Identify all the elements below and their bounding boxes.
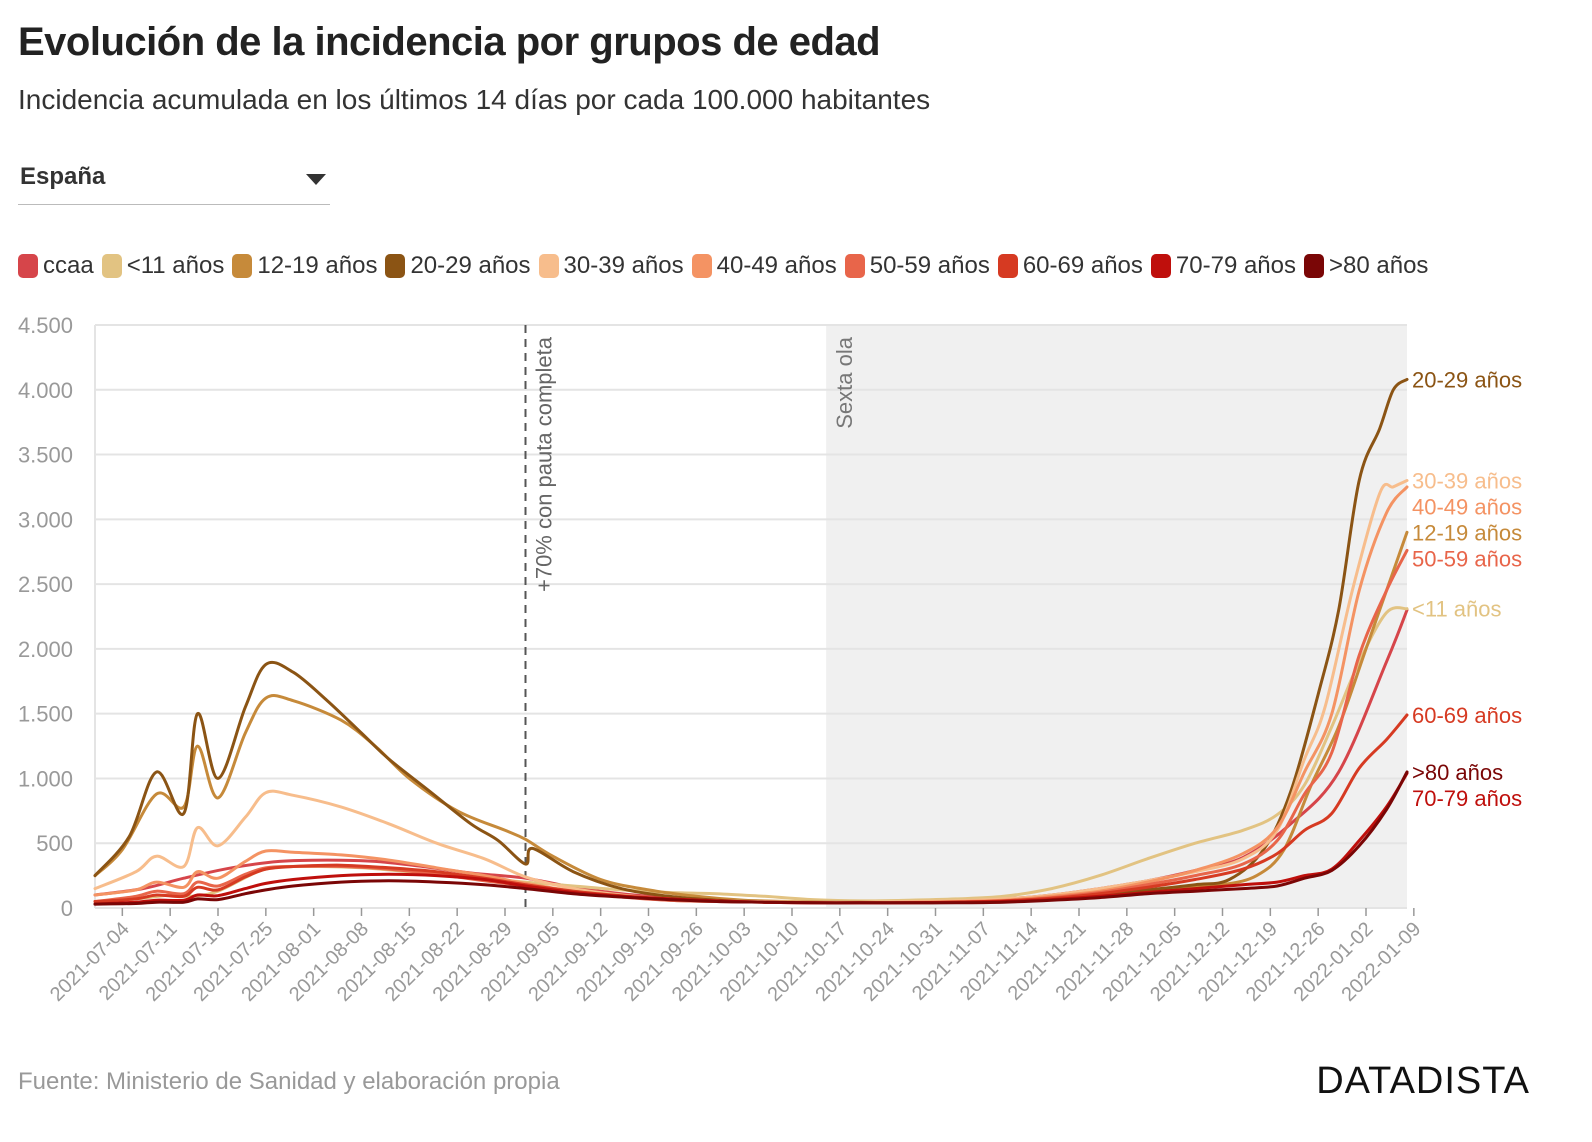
wave-shaded-region xyxy=(826,325,1407,908)
y-tick-label: 4.500 xyxy=(18,313,73,338)
legend-item[interactable]: >80 años xyxy=(1304,252,1428,280)
legend-item[interactable]: ccaa xyxy=(18,252,94,280)
wave-label: Sexta ola xyxy=(832,336,857,428)
vaccination-milestone-label: +70% con pauta completa xyxy=(532,336,557,592)
legend-swatch xyxy=(385,254,406,278)
legend-item[interactable]: 50-59 años xyxy=(844,252,990,280)
y-tick-label: 3.000 xyxy=(18,507,73,532)
legend-label: >80 años xyxy=(1329,252,1429,279)
legend-swatch xyxy=(1304,254,1324,278)
legend-swatch xyxy=(1150,254,1171,278)
y-tick-label: 4.000 xyxy=(18,378,73,403)
series-end-label: >80 años xyxy=(1412,760,1503,785)
legend-item[interactable]: <11 años xyxy=(101,252,225,280)
legend-label: 50-59 años xyxy=(869,252,990,279)
legend-swatch xyxy=(232,254,253,278)
chart-title: Evolución de la incidencia por grupos de… xyxy=(18,20,881,64)
series-end-label: 60-69 años xyxy=(1412,703,1522,728)
legend-item[interactable]: 40-49 años xyxy=(691,252,837,280)
legend-item[interactable]: 30-39 años xyxy=(538,252,684,280)
legend-label: 70-79 años xyxy=(1175,252,1296,279)
legend-swatch xyxy=(844,254,865,278)
legend-item[interactable]: 20-29 años xyxy=(385,252,531,280)
y-tick-label: 1.000 xyxy=(18,766,73,791)
series-end-label: 70-79 años xyxy=(1412,786,1522,811)
legend-swatch xyxy=(101,254,122,278)
y-tick-label: 2.000 xyxy=(18,637,73,662)
legend-swatch xyxy=(538,254,559,278)
legend-label: 20-29 años xyxy=(410,252,531,279)
brand-logo: DATADISTA xyxy=(1316,1060,1530,1102)
series-end-label: 50-59 años xyxy=(1412,546,1522,571)
legend-label: 60-69 años xyxy=(1022,252,1143,279)
chevron-down-icon xyxy=(306,174,326,185)
series-end-label: 30-39 años xyxy=(1412,468,1522,493)
legend-item[interactable]: 70-79 años xyxy=(1150,252,1296,280)
series-line xyxy=(93,770,1409,906)
series-end-label: 12-19 años xyxy=(1412,520,1522,545)
legend-swatch xyxy=(691,254,712,278)
legend-label: 30-39 años xyxy=(563,252,684,279)
region-selector[interactable]: España xyxy=(18,160,330,205)
chart-area: 0 500 1.000 1.500 2.000 2.500 3.000 3.500 4.000 4… xyxy=(18,313,1522,1006)
series-line xyxy=(93,530,1409,904)
series-end-label: 20-29 años xyxy=(1412,367,1522,392)
y-tick-label: 0 xyxy=(61,896,73,921)
legend: ccaa <11 años 12-19 años 20-29 años 30-39 añ… xyxy=(18,250,1436,282)
y-tick-label: 500 xyxy=(36,831,73,856)
chart-subtitle: Incidencia acumulada en los últimos 14 d… xyxy=(18,84,931,115)
legend-swatch xyxy=(18,254,38,278)
legend-label: <11 años xyxy=(126,252,225,279)
legend-label: 12-19 años xyxy=(257,252,378,279)
legend-item[interactable]: 60-69 años xyxy=(997,252,1143,280)
y-tick-label: 3.500 xyxy=(18,443,73,468)
legend-swatch xyxy=(997,254,1018,278)
y-tick-label: 1.500 xyxy=(18,702,73,727)
legend-label: ccaa xyxy=(43,252,94,279)
legend-label: 40-49 años xyxy=(716,252,837,279)
source-note: Fuente: Ministerio de Sanidad y elaborac… xyxy=(18,1068,560,1095)
region-selector-value: España xyxy=(20,163,106,190)
y-tick-label: 2.500 xyxy=(18,572,73,597)
series-end-label: <11 años xyxy=(1412,597,1502,622)
series-end-label: 40-49 años xyxy=(1412,494,1522,519)
legend-item[interactable]: 12-19 años xyxy=(232,252,377,280)
